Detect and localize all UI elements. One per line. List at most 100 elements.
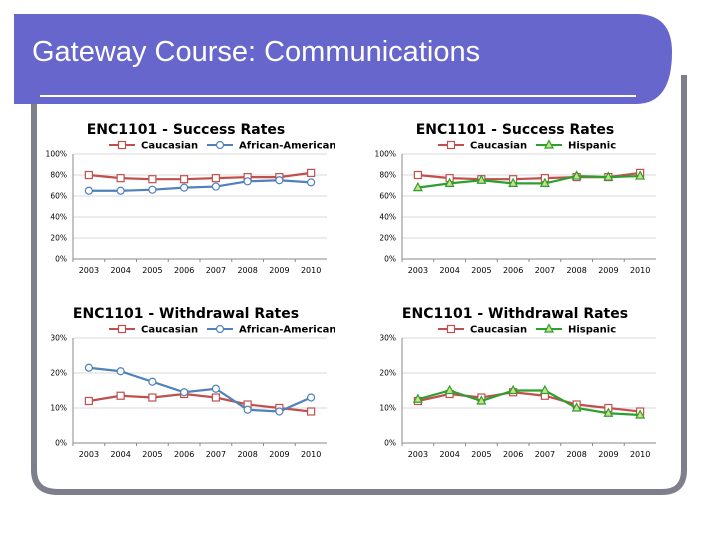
chart-svg: ENC1101 - Success Rates Caucasian African-… [46,122,335,275]
data-point [116,186,125,195]
legend-marker [117,324,127,334]
x-tick-label: 2007 [535,450,555,459]
legend-label: Caucasian [141,325,198,336]
x-tick-label: 2010 [630,450,650,459]
x-tick-label: 2006 [503,450,523,459]
x-tick-label: 2008 [566,450,586,459]
x-tick-label: 2007 [535,266,555,275]
series-line [417,389,641,417]
data-point [180,183,189,192]
x-tick-label: 2009 [269,450,289,459]
series-line [417,391,641,413]
legend-label: African-American [239,325,335,336]
series-line [88,179,312,192]
x-tick-label: 2005 [142,450,162,459]
data-point [508,177,519,188]
title-banner [14,14,672,104]
data-point [307,407,316,416]
data-point [307,168,316,178]
data-point [84,396,93,406]
legend-marker [215,140,225,150]
data-point [412,393,423,403]
legend-label: Hispanic [568,325,616,336]
data-point [84,186,93,195]
data-point [243,177,252,186]
data-point [116,367,125,376]
data-point [413,170,422,180]
legend-marker [446,324,456,334]
x-tick-label: 2010 [630,266,650,275]
y-tick-label: 0% [384,439,396,448]
y-tick-label: 10% [379,404,396,413]
slide-title: Gateway Course: Communications [32,36,481,68]
data-point [116,391,125,400]
data-point [603,171,614,181]
data-point [211,174,220,183]
data-point [476,395,487,405]
data-point [211,182,220,191]
y-tick-label: 30% [50,334,67,343]
y-tick-label: 10% [50,404,67,413]
y-tick-label: 60% [379,192,396,201]
data-point [148,393,157,402]
y-tick-label: 40% [379,213,396,222]
x-tick-label: 2004 [439,450,459,459]
legend-label: Caucasian [141,141,198,152]
x-tick-label: 2004 [110,266,130,275]
data-point [148,175,157,184]
chart-svg: ENC1101 - Withdrawal Rates Caucasian Afric… [50,306,335,459]
legend-label: Hispanic [568,141,616,152]
y-tick-label: 40% [50,213,67,222]
data-point [539,384,550,395]
data-point [275,176,284,185]
data-point [211,393,220,402]
data-point [180,388,189,397]
legend-marker [117,140,127,150]
x-tick-label: 2006 [174,450,194,459]
data-point [571,402,582,412]
slide-frame [31,75,687,495]
chart-svg: ENC1101 - Withdrawal Rates Caucasian Hispa… [379,306,656,459]
data-point [476,174,487,184]
x-tick-label: 2009 [598,450,618,459]
series-line [88,366,312,413]
data-point [635,409,646,419]
x-tick-label: 2009 [598,266,618,275]
data-point [508,384,519,395]
data-point [307,178,316,187]
data-point [116,174,125,183]
chart-svg: ENC1101 - Success Rates Caucasian Hispanic… [375,122,656,275]
y-tick-label: 80% [379,171,396,180]
x-tick-label: 2006 [174,266,194,275]
y-tick-label: 20% [379,234,396,243]
chart-withdrawal-african-american: ENC1101 - Withdrawal Rates Caucasian Afric… [37,298,335,468]
series-line [88,171,312,181]
x-tick-label: 2008 [566,266,586,275]
data-point [148,185,157,194]
y-tick-label: 0% [55,255,67,264]
y-tick-label: 60% [50,192,67,201]
y-tick-label: 20% [50,234,67,243]
data-point [635,170,646,180]
chart-title: ENC1101 - Success Rates [87,122,286,138]
x-tick-label: 2004 [439,266,459,275]
x-tick-label: 2008 [237,450,257,459]
x-tick-label: 2006 [503,266,523,275]
y-tick-label: 30% [379,334,396,343]
legend-marker [544,139,554,149]
x-tick-label: 2005 [142,266,162,275]
x-tick-label: 2003 [79,266,99,275]
series-line [417,174,641,189]
data-point [148,377,157,386]
y-tick-label: 0% [384,255,396,264]
x-tick-label: 2008 [237,266,257,275]
chart-title: ENC1101 - Success Rates [416,122,615,138]
y-tick-label: 80% [50,171,67,180]
legend-marker [544,323,554,333]
y-tick-label: 20% [50,369,67,378]
chart-withdrawal-hispanic: ENC1101 - Withdrawal Rates Caucasian Hispa… [366,298,664,468]
x-tick-label: 2003 [408,266,428,275]
data-point [444,384,455,395]
x-tick-label: 2010 [301,266,321,275]
